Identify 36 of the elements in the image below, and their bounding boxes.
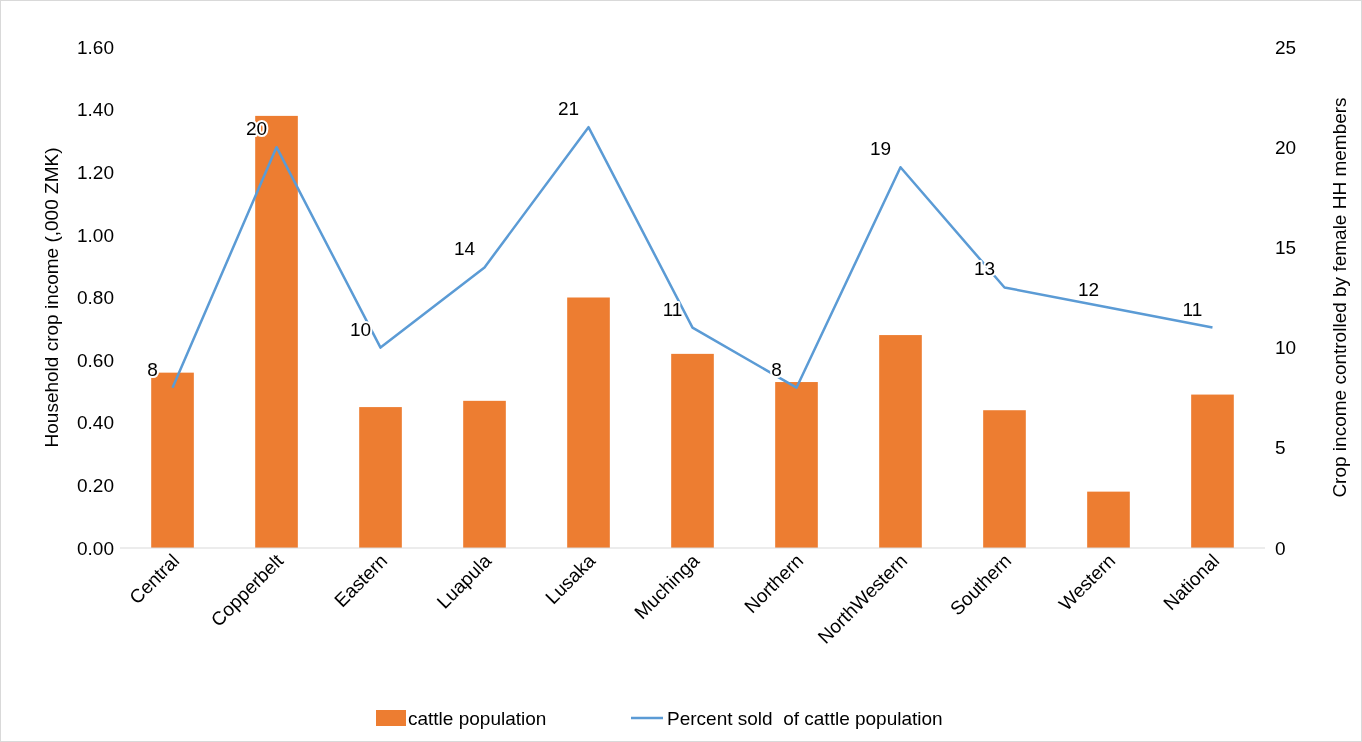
bar [879,335,922,548]
bar [1191,394,1234,548]
y-tick-label: 1.40 [77,99,114,121]
y2-tick-label: 0 [1275,537,1286,559]
data-label: 19 [869,138,892,160]
data-label: 8 [771,358,782,380]
bar [1087,491,1130,548]
y2-tick-label: 15 [1275,237,1297,259]
bar [775,382,818,548]
bar [359,407,402,548]
bar [983,410,1026,548]
y2-tick-label: 20 [1275,136,1297,158]
y2-tick-label: 5 [1275,437,1286,459]
y-tick-label: 1.00 [77,224,114,246]
bar [671,353,714,548]
data-label: 10 [349,318,372,340]
y-tick-label: 0.20 [77,475,114,497]
data-label: 12 [1077,278,1100,300]
y-tick-label: 0.60 [77,349,114,371]
data-label: 11 [1182,298,1203,320]
y2-tick-label: 10 [1275,337,1297,359]
y2-axis-title: Crop income controlled by female HH members [1329,97,1350,498]
data-label: 11 [662,298,683,320]
y-tick-label: 1.60 [77,36,114,58]
data-label: 14 [453,238,476,260]
legend-label: Percent sold of cattle population [667,707,943,729]
y-tick-label: 0.80 [77,287,114,309]
y-tick-label: 0.40 [77,412,114,434]
data-label: 21 [557,98,580,120]
bar [463,400,506,548]
y-tick-label: 0.00 [77,537,114,559]
y-tick-label: 1.20 [77,161,114,183]
y-axis-title: Household crop income (,000 ZMK) [41,147,62,448]
legend-label: cattle population [408,707,547,729]
bar [567,297,610,548]
y2-tick-label: 25 [1275,36,1297,58]
